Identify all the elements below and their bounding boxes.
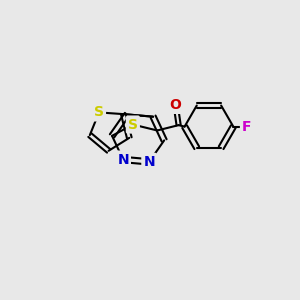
Text: O: O bbox=[170, 98, 182, 112]
Text: N: N bbox=[143, 155, 155, 169]
Text: S: S bbox=[128, 118, 138, 131]
Text: N: N bbox=[117, 152, 129, 167]
Text: F: F bbox=[242, 120, 251, 134]
Text: S: S bbox=[94, 105, 104, 119]
